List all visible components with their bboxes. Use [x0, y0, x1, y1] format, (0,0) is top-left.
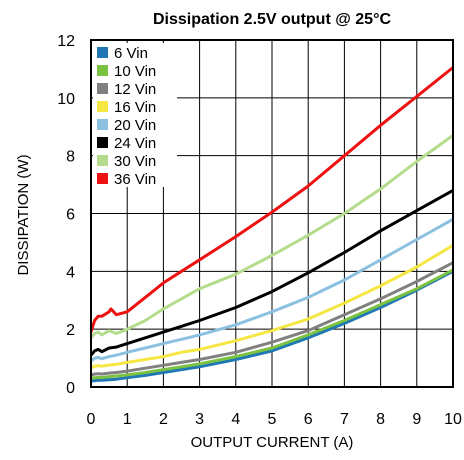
legend-label: 36 Vin	[114, 171, 156, 188]
y-tick-labels: 0 2 4 6 8 10 12	[57, 33, 75, 397]
legend-swatch	[97, 101, 108, 112]
y-axis-label: DISSIPATION (W)	[15, 154, 32, 275]
series-line-3	[90, 261, 454, 377]
x-tick-label: 6	[304, 411, 313, 428]
series-line-2	[90, 268, 454, 380]
legend-swatch	[97, 65, 108, 76]
x-tick-label: 8	[376, 411, 385, 428]
legend-swatch	[97, 47, 108, 58]
series-line-7	[89, 134, 454, 339]
legend-label: 24 Vin	[114, 135, 156, 152]
y-tick-label: 4	[66, 264, 75, 281]
legend-swatch	[97, 119, 108, 130]
y-tick-label: 10	[57, 91, 75, 108]
x-tick-label: 9	[412, 411, 421, 428]
x-tick-label: 4	[231, 411, 240, 428]
series-line-8	[89, 66, 454, 333]
x-tick-label: 0	[87, 411, 96, 428]
series-layer	[89, 66, 454, 383]
x-tick-label: 7	[340, 411, 349, 428]
legend-label: 10 Vin	[114, 63, 156, 80]
legend-swatch	[97, 155, 108, 166]
x-tick-label: 5	[268, 411, 277, 428]
legend-swatch	[97, 173, 108, 184]
y-tick-label: 6	[66, 207, 75, 224]
legend-label: 16 Vin	[114, 99, 156, 116]
x-tick-label: 2	[159, 411, 168, 428]
y-tick-label: 8	[66, 149, 75, 166]
y-tick-label: 12	[57, 33, 75, 50]
series-line-1	[90, 269, 454, 383]
x-tick-labels: 0 1 2 3 4 5 6 7 8 9 10	[87, 411, 462, 428]
x-axis-label: OUTPUT CURRENT (A)	[191, 434, 354, 451]
x-tick-label: 3	[195, 411, 204, 428]
legend-label: 30 Vin	[114, 153, 156, 170]
series-line-4	[90, 244, 454, 370]
x-tick-label: 1	[123, 411, 132, 428]
plot-frame	[90, 39, 454, 388]
legend-label: 12 Vin	[114, 81, 156, 98]
legend-label: 20 Vin	[114, 117, 156, 134]
y-tick-label: 2	[66, 322, 75, 339]
series-line-5	[90, 217, 454, 363]
chart-title: Dissipation 2.5V output @ 25°C	[153, 11, 391, 28]
legend-swatch	[97, 137, 108, 148]
y-tick-label: 0	[66, 380, 75, 397]
x-tick-label: 10	[444, 411, 462, 428]
series-line-6	[89, 189, 454, 357]
legend-label: 6 Vin	[114, 45, 148, 62]
legend-swatch	[97, 83, 108, 94]
